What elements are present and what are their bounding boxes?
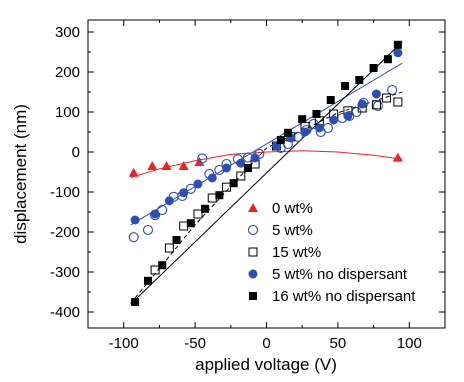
x-tick-label: 0 <box>262 335 270 352</box>
legend-marker <box>249 292 257 300</box>
fit-line <box>130 150 403 179</box>
x-tick-label: -100 <box>109 335 139 352</box>
fit-line <box>130 62 403 226</box>
legend-marker <box>248 203 258 212</box>
legend-label: 16 wt% no dispersant <box>272 288 416 305</box>
legend-label: 15 wt% <box>272 244 321 261</box>
data-point <box>243 164 252 172</box>
data-point <box>157 204 168 216</box>
data-point <box>357 99 367 109</box>
legend-marker <box>248 247 258 257</box>
data-point <box>193 179 203 189</box>
data-point <box>314 123 324 133</box>
data-point <box>193 209 203 219</box>
y-tick-label: -300 <box>50 264 80 281</box>
data-points <box>128 40 403 306</box>
data-point <box>179 221 189 231</box>
data-point <box>131 298 140 306</box>
data-point <box>387 84 398 96</box>
data-point <box>222 182 232 192</box>
y-tick-label: -100 <box>50 184 80 201</box>
data-point <box>186 219 195 228</box>
data-point <box>130 215 140 225</box>
data-point <box>326 96 335 104</box>
y-tick-label: 200 <box>55 64 80 81</box>
legend-label: 5 wt% no dispersant <box>272 266 408 283</box>
data-point <box>283 128 292 137</box>
x-axis-label: applied voltage (V) <box>195 355 337 374</box>
data-point <box>150 209 160 219</box>
data-point <box>207 173 217 183</box>
data-point <box>179 188 189 198</box>
legend-marker <box>248 269 258 279</box>
data-point <box>298 115 307 124</box>
data-point <box>250 153 260 163</box>
fit-lines <box>130 41 403 305</box>
data-point <box>322 122 333 134</box>
data-point <box>178 161 189 170</box>
data-point <box>185 183 196 194</box>
data-point <box>201 204 210 213</box>
data-point <box>393 40 402 49</box>
y-axis-label: displacement (nm) <box>11 104 30 244</box>
legend-label: 5 wt% <box>272 222 313 239</box>
y-tick-label: 0 <box>72 144 80 161</box>
y-tick-label: -400 <box>50 304 80 321</box>
data-point <box>393 97 403 107</box>
y-tick-label: 100 <box>55 104 80 121</box>
data-point <box>161 161 172 170</box>
fit-line <box>130 41 403 305</box>
data-point <box>383 55 392 64</box>
data-point <box>164 243 174 253</box>
data-point <box>172 236 181 244</box>
data-point <box>355 76 364 84</box>
data-point <box>164 196 174 206</box>
y-tick-label: -200 <box>50 224 80 241</box>
data-point <box>150 265 160 275</box>
data-point <box>143 276 152 285</box>
x-tick-label: -50 <box>184 335 206 352</box>
legend-marker <box>247 224 259 236</box>
data-point <box>392 152 403 162</box>
legend: 0 wt% 5 wt% 15 wt% 5 wt% no dispersant 16 wt… <box>247 200 416 305</box>
data-point <box>381 93 391 103</box>
legend-label: 0 wt% <box>272 200 313 217</box>
data-point <box>371 100 381 110</box>
data-point <box>128 167 139 177</box>
data-point <box>147 161 158 170</box>
data-point <box>229 179 238 188</box>
data-point <box>207 193 217 203</box>
data-point <box>197 153 208 164</box>
x-tick-label: 50 <box>330 335 347 352</box>
x-tick-label: 100 <box>397 335 422 352</box>
data-point <box>222 163 232 173</box>
data-point <box>343 111 353 121</box>
y-tick-label: 300 <box>55 24 80 41</box>
axis-ticks: -100 -50 0 50 100 -400 -300 -200 -100 0 100 200 300 <box>50 20 445 352</box>
data-point <box>341 82 350 90</box>
data-point <box>300 127 310 137</box>
data-point <box>158 261 167 270</box>
data-point <box>142 224 154 236</box>
data-point <box>369 64 378 72</box>
data-point <box>372 100 383 112</box>
data-point <box>276 136 285 144</box>
data-point <box>371 89 381 99</box>
data-point <box>329 115 339 125</box>
data-point <box>312 110 321 118</box>
data-point <box>236 158 246 168</box>
data-point <box>393 48 403 58</box>
data-point <box>215 191 224 200</box>
data-point <box>128 232 139 243</box>
data-point <box>236 171 246 181</box>
